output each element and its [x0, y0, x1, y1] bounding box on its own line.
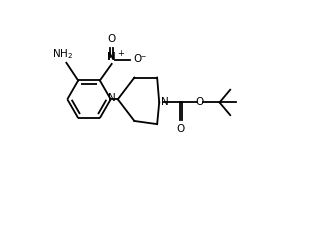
- Text: N: N: [107, 52, 116, 62]
- Text: $^{-}$: $^{-}$: [140, 52, 147, 61]
- Text: +: +: [118, 49, 124, 58]
- Text: O: O: [133, 54, 142, 64]
- Text: O: O: [108, 34, 116, 44]
- Text: N: N: [161, 97, 169, 107]
- Text: O: O: [177, 124, 185, 134]
- Text: NH$_2$: NH$_2$: [52, 47, 73, 61]
- Text: N: N: [108, 93, 116, 103]
- Text: O: O: [196, 97, 204, 107]
